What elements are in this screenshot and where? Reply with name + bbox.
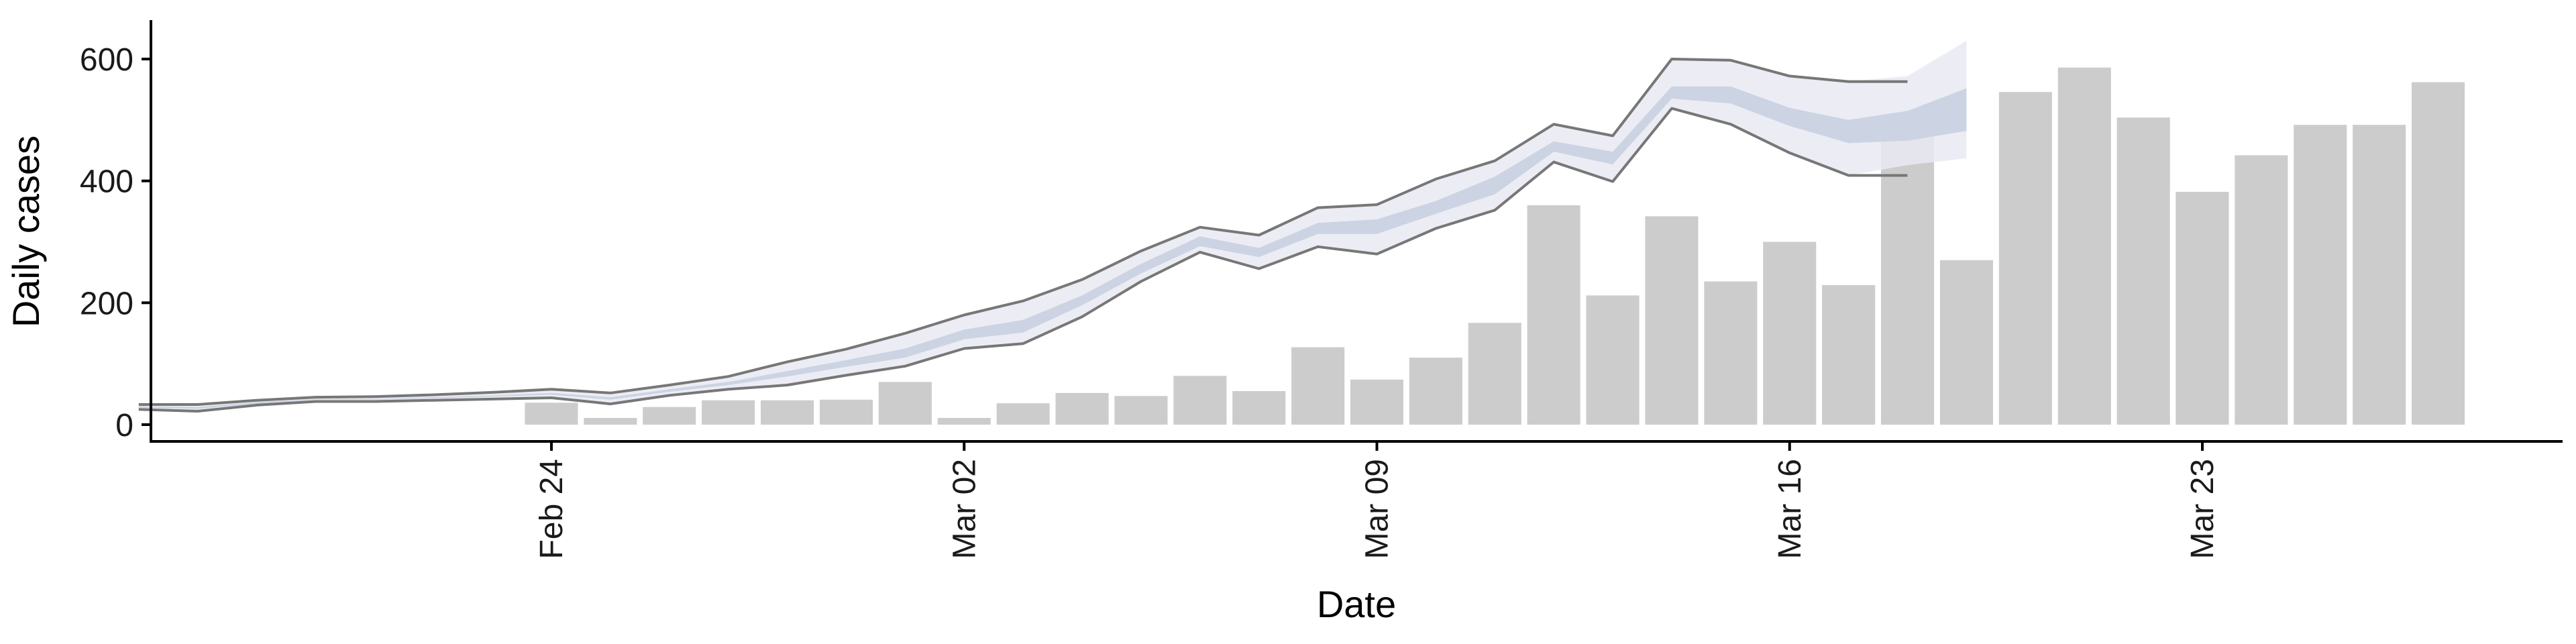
- bar-2020-03-16: [1763, 241, 1817, 425]
- bound-line-1: [138, 58, 1908, 406]
- y-tick-label: 200: [80, 286, 133, 321]
- y-axis-title: Daily cases: [5, 136, 47, 327]
- bar-2020-03-21: [2057, 67, 2111, 425]
- interval-band-2: [138, 86, 1967, 409]
- interval-band-1: [138, 40, 1967, 412]
- bar-2020-03-04: [1055, 392, 1109, 425]
- x-tick-label: Mar 09: [1360, 459, 1395, 559]
- bar-2020-03-17: [1822, 285, 1876, 425]
- x-ticks: Feb 24 Mar 02 Mar 09 Mar 16 Mar 23: [534, 441, 2220, 559]
- bar-2020-03-27: [2412, 82, 2465, 425]
- y-tick-label: 400: [80, 164, 133, 200]
- bar-2020-03-10: [1409, 358, 1462, 425]
- bar-2020-02-28: [761, 400, 814, 425]
- bar-2020-03-09: [1350, 379, 1403, 425]
- intervals-layer: [138, 40, 1967, 412]
- bar-2020-03-23: [2176, 192, 2229, 425]
- y-tick-label: 600: [80, 42, 133, 78]
- y-ticks: 0 200 400 600: [80, 42, 151, 443]
- bound-line-2: [138, 107, 1908, 413]
- bars-layer: [525, 67, 2465, 425]
- bar-2020-03-11: [1468, 323, 1521, 425]
- bar-2020-03-14: [1645, 216, 1699, 425]
- x-tick-label: Mar 02: [947, 459, 982, 559]
- bar-2020-03-07: [1232, 391, 1286, 425]
- x-tick-label: Mar 16: [1772, 459, 1808, 559]
- bar-2020-03-25: [2294, 125, 2347, 425]
- x-axis-title: Date: [1317, 583, 1396, 625]
- bar-2020-03-06: [1173, 376, 1227, 425]
- bar-2020-03-03: [996, 403, 1050, 425]
- bar-2020-02-24: [525, 402, 578, 425]
- bar-2020-03-13: [1586, 295, 1640, 425]
- bar-2020-03-08: [1291, 347, 1345, 425]
- bar-2020-03-15: [1704, 281, 1758, 425]
- x-tick-label: Feb 24: [534, 459, 570, 559]
- y-tick-label: 0: [115, 408, 133, 443]
- bound-lines-layer: [138, 58, 1908, 413]
- bar-2020-03-24: [2235, 155, 2288, 425]
- bar-2020-03-19: [1939, 260, 1993, 425]
- bar-2020-02-26: [643, 407, 696, 425]
- x-tick-label: Mar 23: [2185, 459, 2220, 559]
- bar-2020-03-26: [2353, 125, 2406, 425]
- bar-2020-03-20: [1998, 92, 2052, 425]
- bar-2020-03-02: [937, 418, 991, 425]
- bar-2020-03-01: [878, 382, 932, 425]
- bar-2020-02-29: [819, 399, 873, 425]
- bar-2020-02-25: [584, 418, 637, 425]
- bar-2020-03-22: [2116, 117, 2170, 425]
- bar-2020-02-27: [702, 400, 755, 425]
- bar-2020-03-05: [1114, 396, 1168, 425]
- bar-2020-03-12: [1527, 205, 1580, 425]
